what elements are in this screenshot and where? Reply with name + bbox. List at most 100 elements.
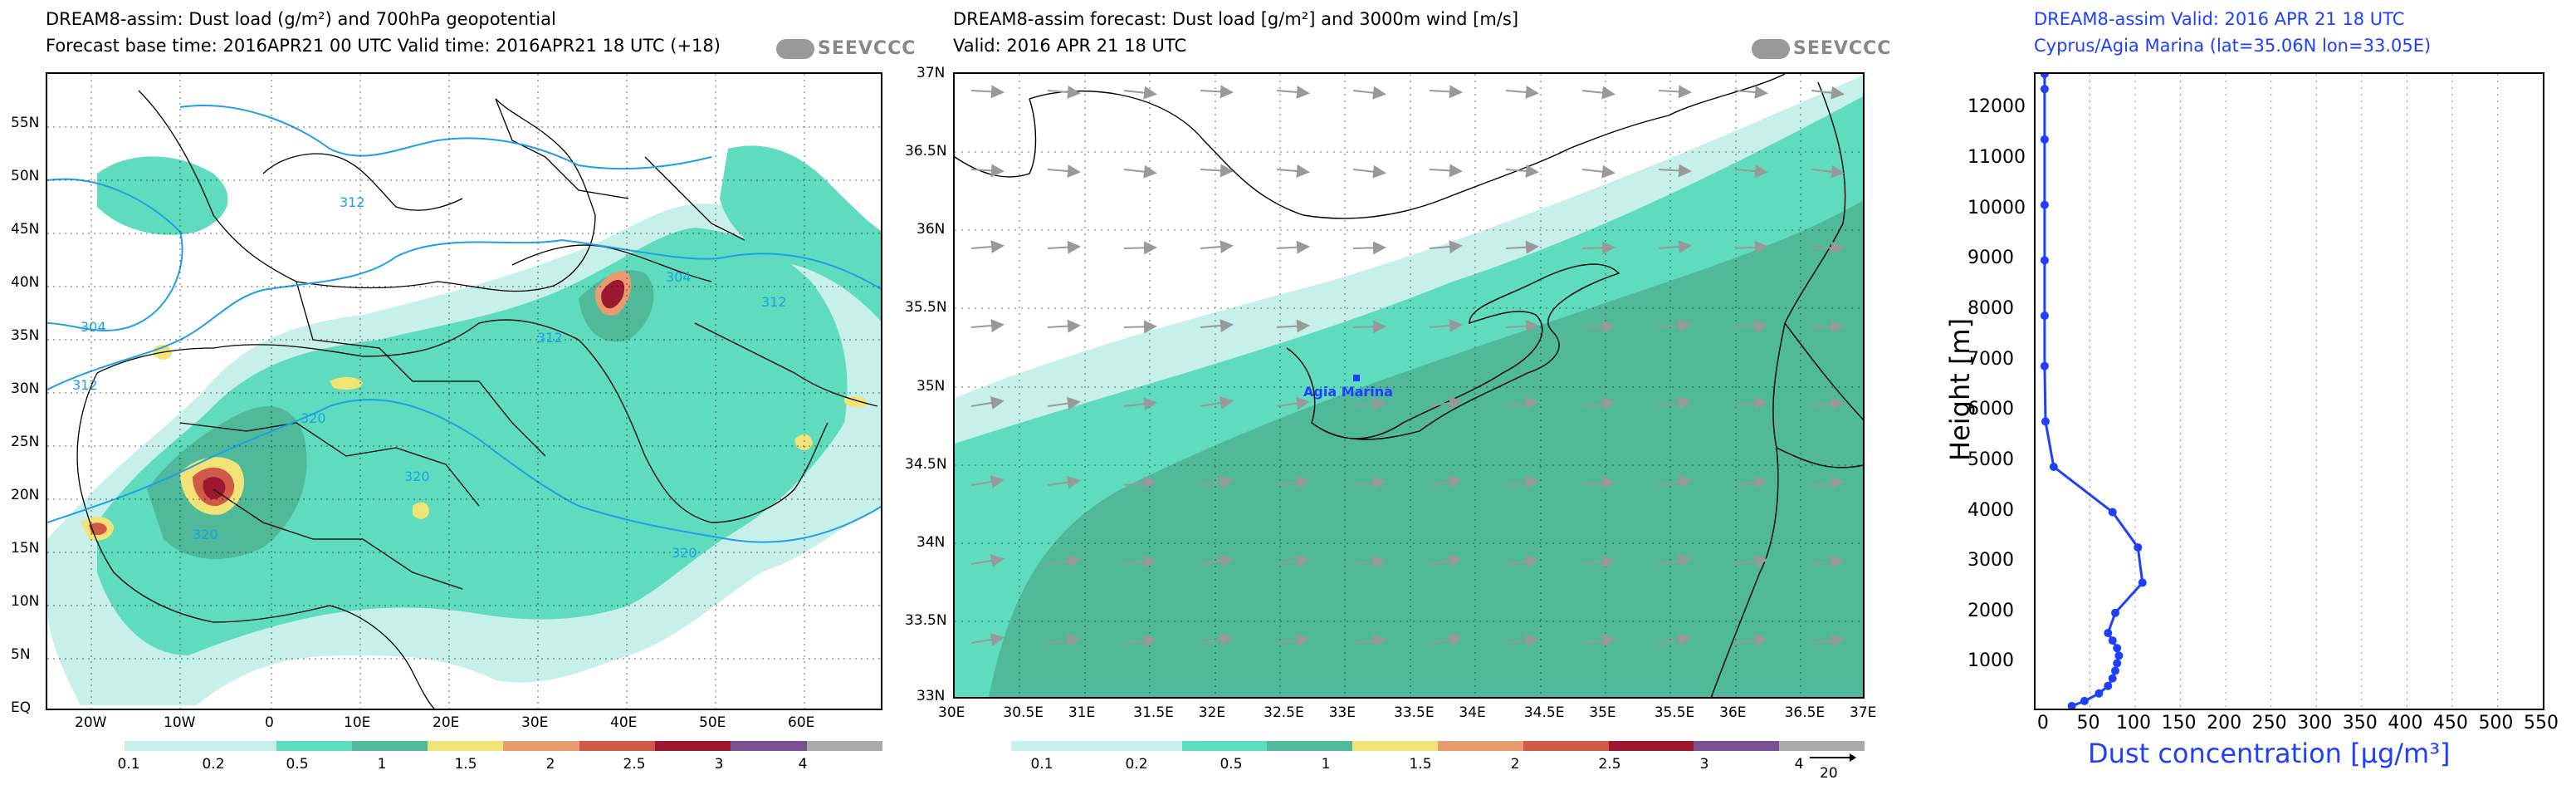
y-tick: 8000 (1967, 297, 2014, 319)
lon-tick: 40E (610, 714, 638, 731)
contour-label: 312 (537, 330, 563, 346)
wind-arrow (1658, 240, 1692, 253)
colorbar-label: 1 (1321, 756, 1331, 773)
lat-tick: 15N (11, 540, 40, 557)
profile-point (2040, 361, 2049, 370)
cyprus-map (953, 72, 1865, 699)
x-tick: 450 (2432, 713, 2468, 733)
lat-tick: 45N (11, 221, 40, 238)
profile-point (2104, 681, 2113, 690)
y-tick: 2000 (1967, 600, 2014, 621)
wind-arrow (1505, 164, 1539, 178)
colorbar-label: 2 (1510, 756, 1520, 773)
colorbar-label: 1.5 (1409, 756, 1432, 773)
wind-arrow (970, 554, 1004, 567)
lon-tick: 32E (1198, 704, 1226, 721)
contour-label: 304 (81, 319, 106, 335)
x-tick: 150 (2161, 713, 2197, 733)
wind-arrow (1352, 164, 1386, 179)
contour-label: 304 (666, 269, 692, 285)
wind-arrow (1047, 240, 1081, 254)
grid-lines (955, 74, 1863, 697)
profile-point (2040, 200, 2049, 209)
lat-tick: 10N (11, 593, 40, 610)
colorbar-label: 1.5 (454, 756, 477, 773)
lon-tick: 60E (788, 714, 815, 731)
middle-title-line2: Valid: 2016 APR 21 18 UTC (953, 36, 1187, 56)
wind-arrow (1123, 397, 1157, 411)
lat-tick: 37N (917, 65, 946, 81)
wind-arrow (1352, 86, 1386, 100)
contour-label: 320 (193, 527, 218, 542)
wind-arrow (1734, 164, 1768, 178)
profile-point (2104, 629, 2113, 638)
wind-arrow (1276, 475, 1310, 489)
colorbar-label: 2.5 (1598, 756, 1621, 773)
wind-arrow (1581, 164, 1615, 179)
wind-arrow (1352, 397, 1386, 411)
regional-dust-map-panel: DREAM8-assim: Dust load (g/m²) and 700hP… (0, 0, 915, 785)
profile-point (2067, 701, 2076, 710)
lat-tick: 55N (11, 115, 40, 131)
profile-point (2108, 636, 2117, 645)
wind-arrow (1581, 397, 1615, 411)
wind-arrow (1200, 240, 1234, 253)
grid-lines (47, 74, 881, 709)
wind-arrow (1811, 476, 1845, 490)
wind-arrow (1581, 555, 1615, 569)
lat-tick: EQ (11, 699, 32, 716)
wind-vectors (970, 85, 1845, 648)
wind-arrow (1505, 633, 1539, 647)
y-axis-label: Height [m] (1944, 317, 1976, 461)
wind-arrow (1429, 164, 1463, 178)
profile-series-line (2043, 74, 2144, 708)
lon-tick: 31E (1068, 704, 1096, 721)
wind-arrow (1047, 319, 1081, 333)
wind-arrow (1581, 476, 1615, 490)
wind-arrow (1352, 476, 1386, 490)
wind-arrow (1734, 554, 1768, 568)
lat-tick: 20N (11, 487, 40, 503)
lat-tick: 35N (917, 378, 946, 395)
wind-arrow (1429, 475, 1463, 488)
wind-arrow (1200, 164, 1234, 178)
wind-arrow (1352, 555, 1386, 569)
wind-arrow (1811, 320, 1845, 334)
lon-tick: 0 (265, 714, 274, 731)
wind-arrow (1429, 554, 1463, 567)
right-title-line1: DREAM8-assim Valid: 2016 APR 21 18 UTC (2034, 9, 2405, 29)
colorbar-label: 0.1 (1030, 756, 1053, 773)
wind-arrow (1505, 319, 1539, 333)
colorbar-label: 3 (1699, 756, 1709, 773)
wind-arrow (1505, 240, 1539, 254)
colorbar-label: 4 (798, 756, 808, 773)
wind-arrow (1276, 240, 1310, 254)
x-tick: 550 (2524, 713, 2559, 733)
wind-arrow (1200, 396, 1234, 410)
lon-tick: 20W (75, 714, 107, 731)
seevccc-logo: SEEVCCC (1752, 38, 1891, 59)
wind-arrow (1505, 475, 1539, 489)
y-tick: 5000 (1967, 449, 2014, 470)
lat-tick: 35.5N (905, 299, 947, 316)
wind-arrow (1658, 319, 1692, 332)
wind-arrow (1658, 554, 1692, 567)
wind-arrow (970, 319, 1004, 332)
coastlines (955, 74, 1863, 697)
wind-arrow (1200, 85, 1234, 99)
regional-map: 312 304 312 304 312 312 320 320 320 320 (46, 72, 882, 710)
wind-arrow (1658, 396, 1692, 410)
vertical-profile-panel: DREAM8-assim Valid: 2016 APR 21 18 UTC C… (1901, 0, 2576, 785)
seevccc-logo: SEEVCCC (776, 38, 916, 59)
lat-tick: 36.5N (905, 143, 947, 159)
profile-point (2111, 666, 2120, 675)
wind-arrow (1429, 319, 1463, 332)
colorbar-label: 0.2 (202, 756, 225, 773)
x-tick: 250 (2251, 713, 2287, 733)
profile-plot (2034, 70, 2544, 710)
profile-point (2040, 85, 2049, 94)
wind-arrow (1276, 554, 1310, 568)
lat-tick: 34.5N (905, 456, 947, 473)
profile-point (2080, 696, 2089, 705)
wind-arrow (1581, 634, 1615, 648)
